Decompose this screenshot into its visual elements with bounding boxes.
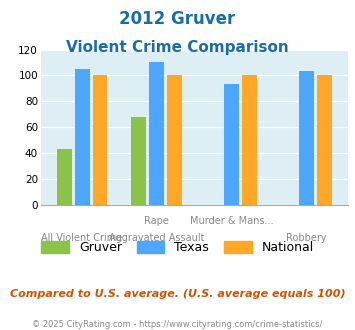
Bar bbox=[242, 75, 257, 205]
Bar bbox=[168, 75, 182, 205]
Bar bbox=[224, 84, 239, 205]
Text: © 2025 CityRating.com - https://www.cityrating.com/crime-statistics/: © 2025 CityRating.com - https://www.city… bbox=[32, 320, 323, 329]
Text: 2012 Gruver: 2012 Gruver bbox=[119, 10, 236, 28]
Bar bbox=[75, 69, 89, 205]
Bar bbox=[149, 62, 164, 205]
Text: Aggravated Assault: Aggravated Assault bbox=[109, 233, 205, 243]
Bar bbox=[131, 117, 146, 205]
Text: Robbery: Robbery bbox=[286, 233, 327, 243]
Text: Compared to U.S. average. (U.S. average equals 100): Compared to U.S. average. (U.S. average … bbox=[10, 289, 345, 299]
Text: All Violent Crime: All Violent Crime bbox=[42, 233, 122, 243]
Legend: Gruver, Texas, National: Gruver, Texas, National bbox=[36, 236, 319, 259]
Text: Rape: Rape bbox=[144, 216, 169, 226]
Bar bbox=[299, 72, 314, 205]
Bar bbox=[56, 149, 72, 205]
Text: Murder & Mans...: Murder & Mans... bbox=[190, 216, 274, 226]
Bar bbox=[93, 75, 108, 205]
Text: Violent Crime Comparison: Violent Crime Comparison bbox=[66, 40, 289, 54]
Bar bbox=[317, 75, 332, 205]
